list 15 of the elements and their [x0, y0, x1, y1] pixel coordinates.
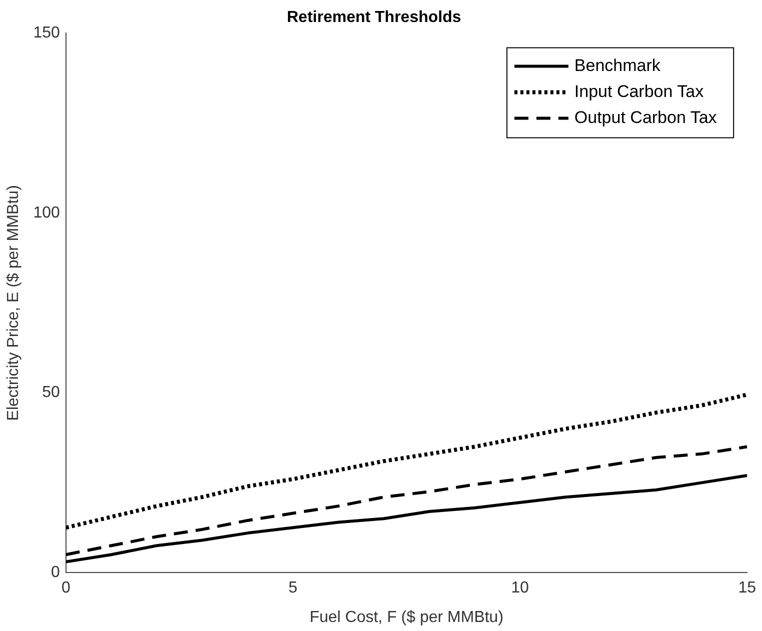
- legend-label: Benchmark: [574, 56, 661, 75]
- legend-label: Input Carbon Tax: [574, 82, 704, 101]
- y-tick-label: 50: [42, 384, 60, 402]
- y-tick-label: 0: [50, 564, 60, 582]
- line-series: [66, 392, 748, 530]
- legend-label: Output Carbon Tax: [574, 108, 718, 127]
- x-tick-label: 10: [511, 580, 530, 597]
- y-tick-label: 100: [33, 204, 60, 222]
- y-axis-title: Electricity Price, E ($ per MMBtu): [5, 185, 22, 421]
- x-axis-title: Fuel Cost, F ($ per MMBtu): [310, 608, 504, 626]
- x-tick-label: 5: [288, 580, 298, 597]
- y-tick-label: 150: [33, 24, 60, 42]
- line-series: [66, 445, 748, 556]
- chart-title: Retirement Thresholds: [286, 9, 462, 26]
- x-tick-label: 15: [738, 580, 756, 597]
